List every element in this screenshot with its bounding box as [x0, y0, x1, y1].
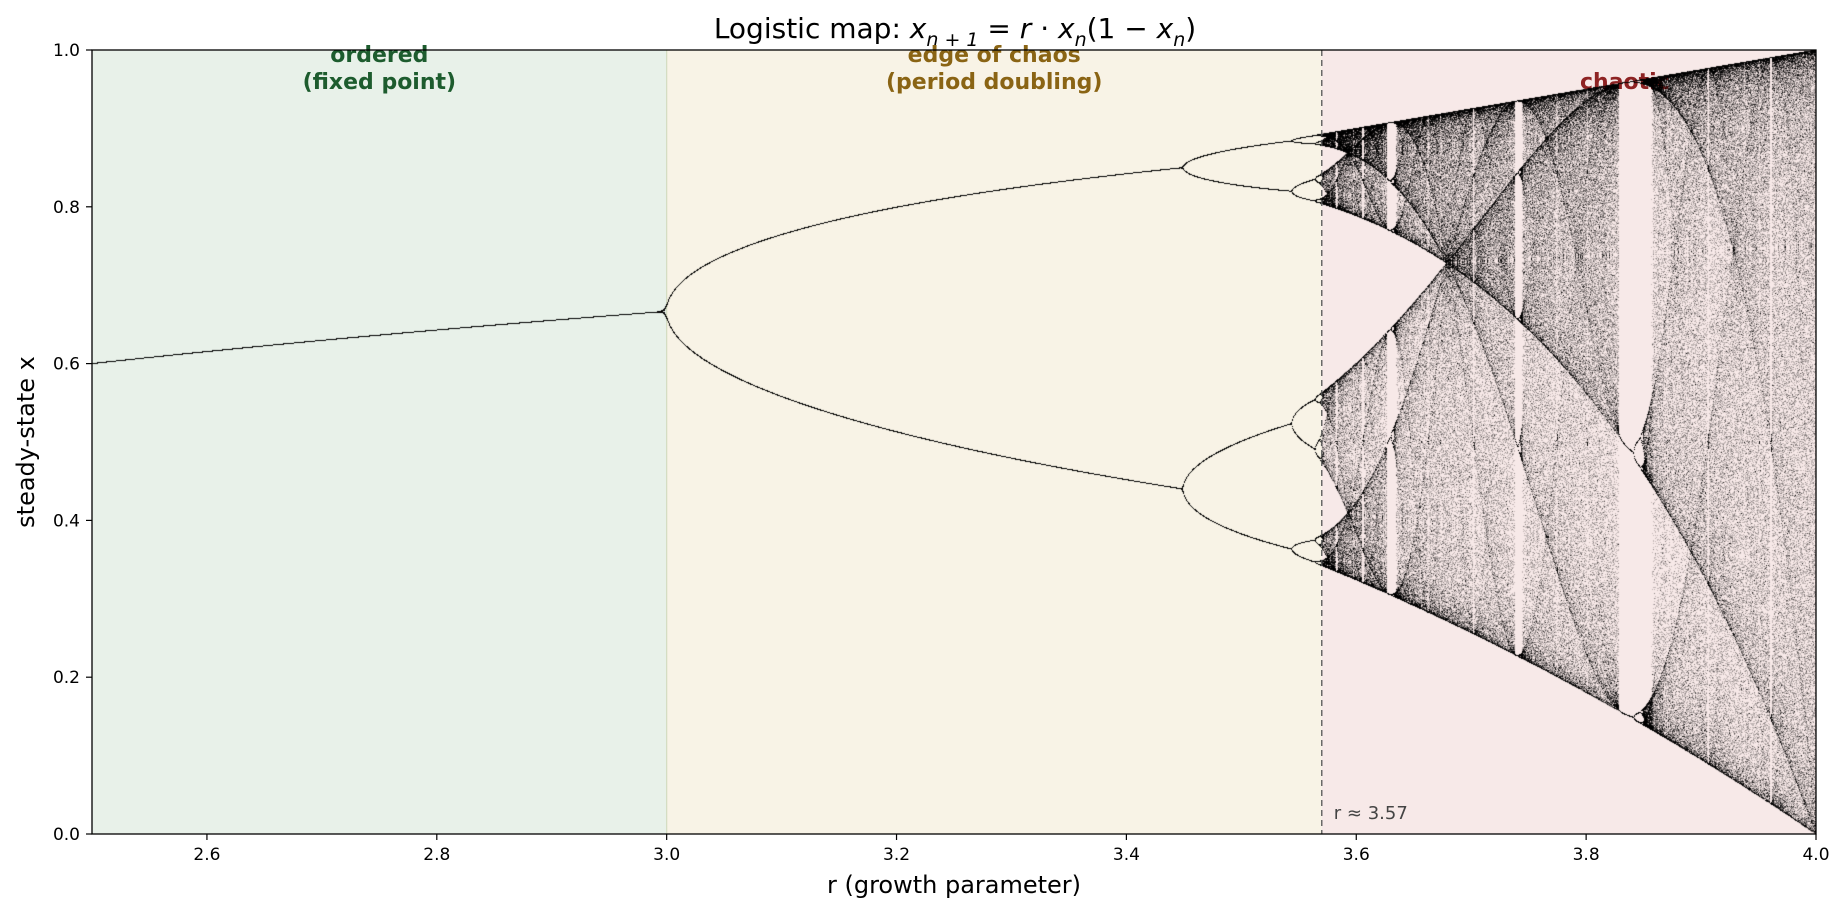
x-tick-label: 3.4	[1113, 845, 1140, 865]
x-tick-label: 2.8	[423, 845, 450, 865]
x-tick-label: 2.6	[193, 845, 220, 865]
y-tick-label: 0.4	[53, 511, 80, 531]
x-tick-label: 4.0	[1802, 845, 1829, 865]
threshold-label: r ≈ 3.57	[1334, 803, 1408, 824]
chart-title: Logistic map: xn + 1 = r · xn(1 − xn)	[714, 12, 1196, 51]
x-tick-label: 3.0	[653, 845, 680, 865]
x-axis-ticks: 2.6 2.8 3.0 3.2 3.4 3.6 3.8 4.0	[193, 834, 1830, 865]
y-tick-label: 0.8	[53, 198, 80, 218]
chaos-threshold: r ≈ 3.57	[1321, 50, 1408, 834]
y-axis-label: steady-state x	[12, 356, 40, 528]
x-tick-label: 3.8	[1573, 845, 1600, 865]
x-tick-label: 3.6	[1343, 845, 1370, 865]
x-tick-label: 3.2	[883, 845, 910, 865]
bifurcation-points	[92, 50, 1816, 834]
y-tick-label: 0.2	[53, 668, 80, 688]
y-tick-label: 1.0	[53, 41, 80, 61]
y-axis-ticks: 0.0 0.2 0.4 0.6 0.8 1.0	[53, 41, 92, 845]
bifurcation-points-container	[92, 50, 1816, 834]
x-axis-label: r (growth parameter)	[827, 871, 1081, 899]
plot-frame	[91, 49, 1817, 835]
y-tick-label: 0.6	[53, 355, 80, 375]
y-tick-label: 0.0	[53, 825, 80, 845]
